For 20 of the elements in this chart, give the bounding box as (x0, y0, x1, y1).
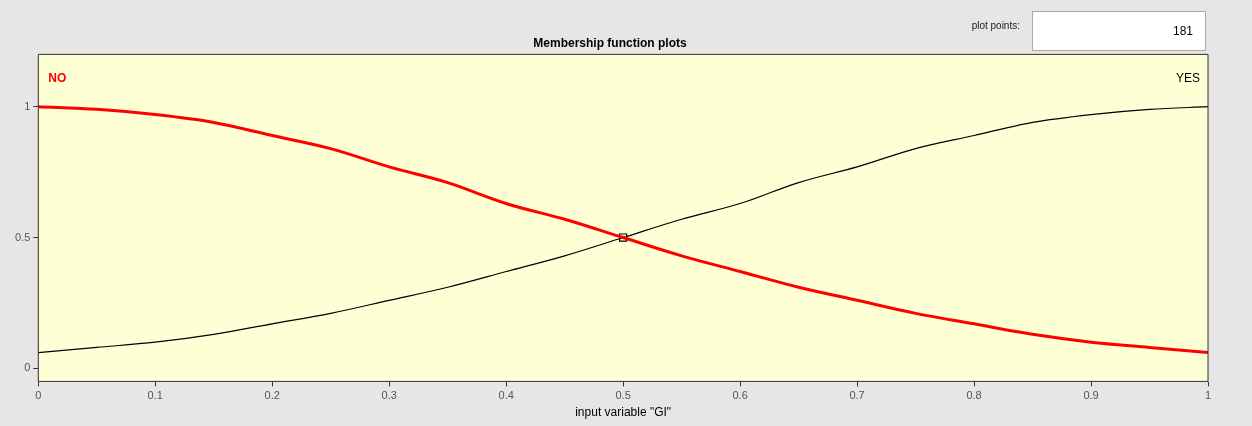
x-tick-label: 0.8 (966, 389, 982, 402)
x-tick-label: 1 (1204, 389, 1212, 402)
text: plot points: (970, 20, 1020, 31)
series-label: NO (48, 71, 67, 86)
x-tick-label: 0.5 (615, 389, 631, 402)
x-tick-label: 0.4 (498, 389, 514, 402)
x-tick-label: 0.6 (732, 389, 748, 402)
y-tick-label: 1 (24, 99, 31, 112)
x-tick-label: 0.7 (849, 389, 865, 402)
chart-title: Membership function plots (533, 35, 687, 50)
x-tick-label: 0.2 (264, 389, 280, 402)
series-label: YES (1175, 71, 1200, 86)
x-axis-title: input variable "GI" (575, 405, 672, 420)
x-tick-label: 0 (35, 389, 42, 402)
text-field: 181 (1032, 11, 1206, 51)
y-tick-label: 0 (24, 361, 31, 374)
x-tick-label: 0.1 (147, 389, 163, 402)
x-tick-label: 0.3 (381, 389, 397, 402)
y-tick-label: 0.5 (14, 230, 31, 243)
x-tick-label: 0.9 (1083, 389, 1099, 402)
